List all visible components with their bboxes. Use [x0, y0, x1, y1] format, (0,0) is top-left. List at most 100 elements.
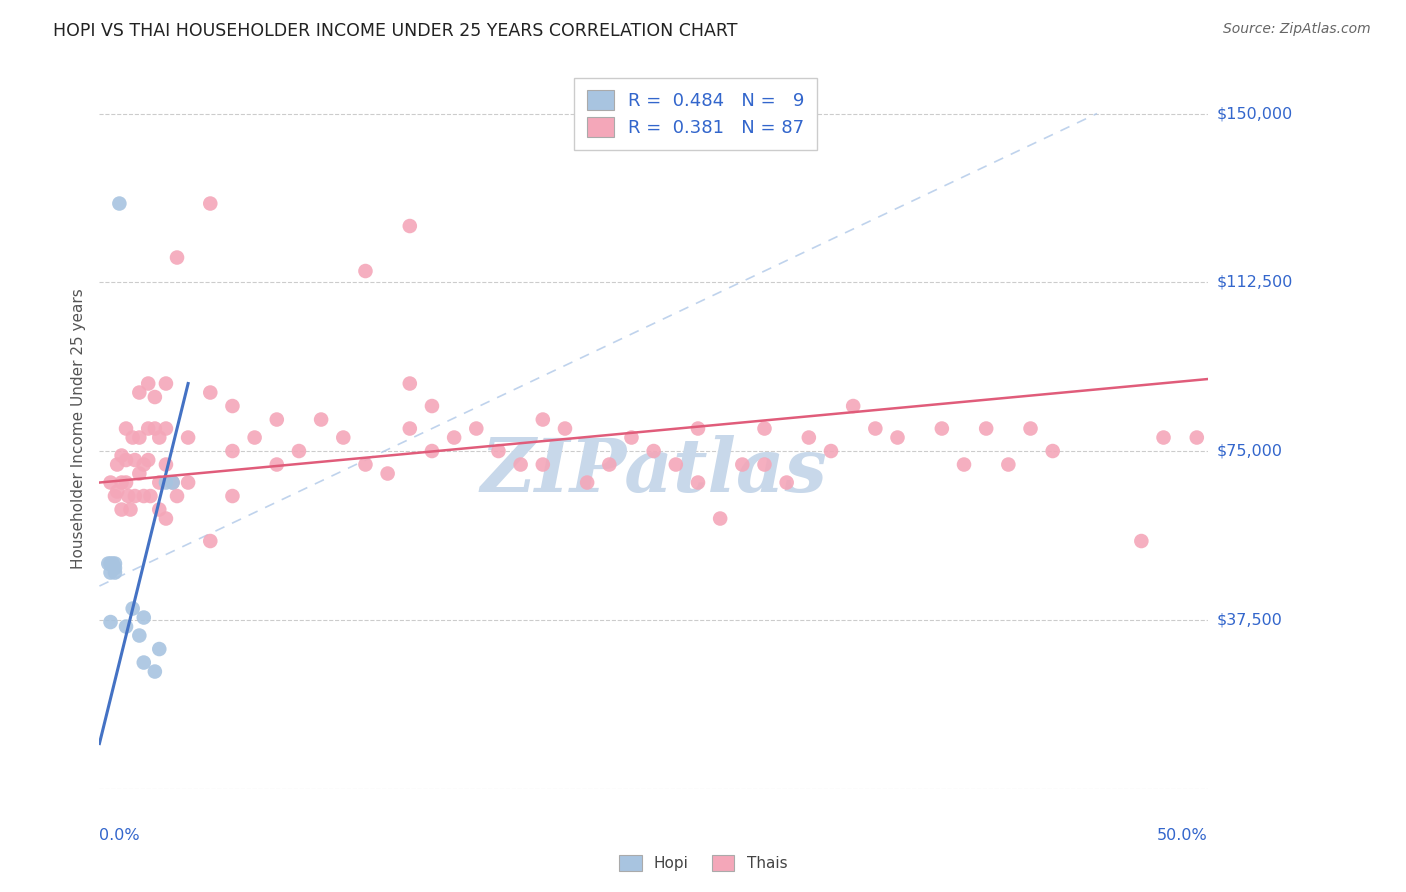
- Point: [143, 390, 166, 404]
- Point: [974, 421, 997, 435]
- Point: [110, 449, 132, 463]
- Point: [443, 431, 465, 445]
- Point: [177, 475, 200, 490]
- Point: [309, 412, 332, 426]
- Point: [100, 615, 122, 629]
- Point: [162, 475, 184, 490]
- Point: [115, 453, 138, 467]
- Point: [110, 502, 132, 516]
- Text: 0.0%: 0.0%: [100, 828, 141, 843]
- Point: [377, 467, 399, 481]
- Point: [128, 385, 150, 400]
- Point: [354, 264, 377, 278]
- Point: [148, 642, 170, 657]
- Point: [332, 431, 354, 445]
- Point: [200, 385, 222, 400]
- Point: [266, 412, 288, 426]
- Point: [842, 399, 865, 413]
- Point: [754, 458, 776, 472]
- Point: [1153, 431, 1175, 445]
- Text: $112,500: $112,500: [1216, 275, 1292, 290]
- Point: [105, 458, 128, 472]
- Text: ZIPatlas: ZIPatlas: [481, 435, 827, 508]
- Point: [686, 475, 709, 490]
- Point: [121, 601, 143, 615]
- Point: [101, 557, 124, 571]
- Point: [105, 484, 128, 499]
- Point: [509, 458, 531, 472]
- Point: [531, 412, 554, 426]
- Point: [155, 376, 177, 391]
- Point: [136, 453, 159, 467]
- Point: [115, 421, 138, 435]
- Point: [115, 619, 138, 633]
- Point: [1042, 444, 1064, 458]
- Legend: R =  0.484   N =   9, R =  0.381   N = 87: R = 0.484 N = 9, R = 0.381 N = 87: [574, 78, 817, 150]
- Point: [155, 475, 177, 490]
- Point: [797, 431, 820, 445]
- Point: [665, 458, 688, 472]
- Point: [1019, 421, 1042, 435]
- Point: [1185, 431, 1208, 445]
- Point: [132, 610, 155, 624]
- Point: [221, 399, 243, 413]
- Point: [148, 502, 170, 516]
- Point: [124, 489, 146, 503]
- Y-axis label: Householder Income Under 25 years: Householder Income Under 25 years: [72, 288, 86, 569]
- Point: [166, 489, 188, 503]
- Point: [686, 421, 709, 435]
- Point: [128, 431, 150, 445]
- Text: HOPI VS THAI HOUSEHOLDER INCOME UNDER 25 YEARS CORRELATION CHART: HOPI VS THAI HOUSEHOLDER INCOME UNDER 25…: [53, 22, 738, 40]
- Text: Source: ZipAtlas.com: Source: ZipAtlas.com: [1223, 22, 1371, 37]
- Point: [100, 566, 122, 580]
- Point: [97, 557, 120, 571]
- Text: $150,000: $150,000: [1216, 106, 1292, 121]
- Point: [143, 421, 166, 435]
- Point: [576, 475, 599, 490]
- Point: [155, 421, 177, 435]
- Point: [243, 431, 266, 445]
- Point: [398, 219, 420, 233]
- Point: [104, 561, 127, 575]
- Point: [136, 376, 159, 391]
- Point: [166, 251, 188, 265]
- Text: $75,000: $75,000: [1216, 443, 1282, 458]
- Point: [100, 557, 122, 571]
- Point: [155, 511, 177, 525]
- Point: [139, 489, 162, 503]
- Point: [997, 458, 1019, 472]
- Point: [754, 421, 776, 435]
- Point: [221, 444, 243, 458]
- Point: [865, 421, 887, 435]
- Point: [104, 489, 127, 503]
- Point: [177, 431, 200, 445]
- Point: [1130, 534, 1153, 549]
- Point: [121, 431, 143, 445]
- Point: [886, 431, 908, 445]
- Point: [132, 458, 155, 472]
- Point: [643, 444, 665, 458]
- Point: [120, 502, 142, 516]
- Point: [128, 467, 150, 481]
- Point: [465, 421, 488, 435]
- Point: [288, 444, 311, 458]
- Point: [820, 444, 842, 458]
- Point: [110, 475, 132, 490]
- Point: [531, 458, 554, 472]
- Point: [776, 475, 799, 490]
- Point: [420, 399, 443, 413]
- Point: [148, 431, 170, 445]
- Point: [398, 376, 420, 391]
- Point: [162, 475, 184, 490]
- Point: [143, 665, 166, 679]
- Point: [354, 458, 377, 472]
- Point: [931, 421, 953, 435]
- Point: [124, 453, 146, 467]
- Point: [200, 534, 222, 549]
- Point: [155, 458, 177, 472]
- Point: [108, 196, 131, 211]
- Point: [104, 557, 127, 571]
- Point: [128, 628, 150, 642]
- Point: [115, 475, 138, 490]
- Point: [100, 475, 122, 490]
